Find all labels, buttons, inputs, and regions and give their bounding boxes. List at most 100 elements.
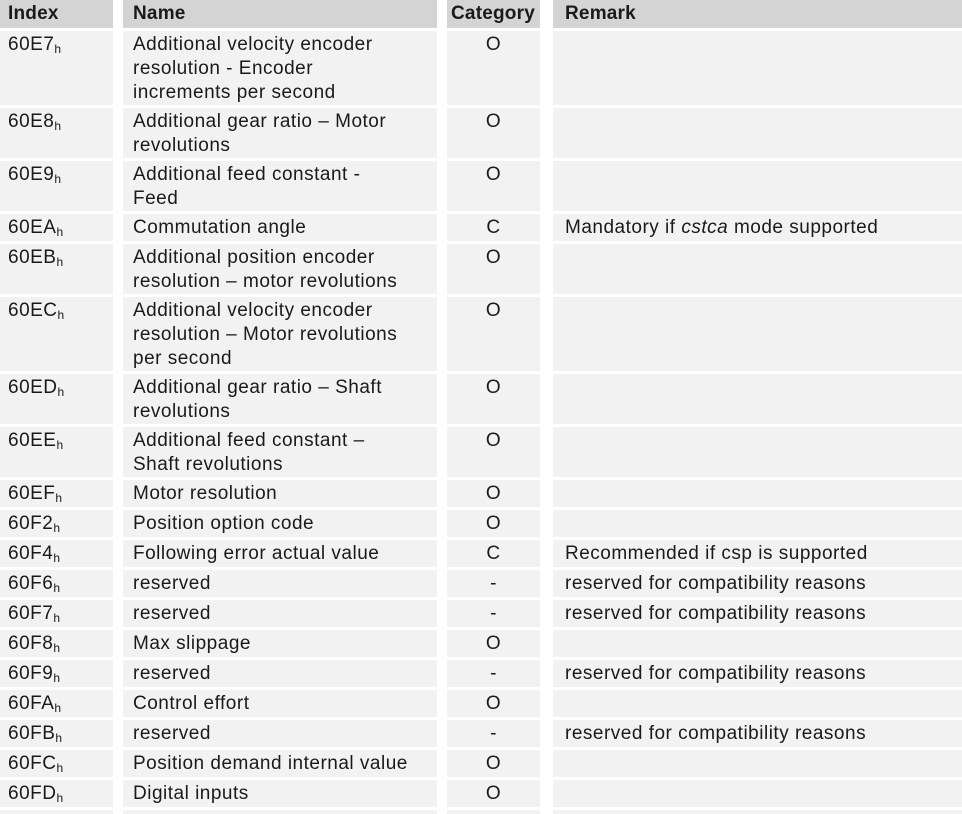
hex-subscript: h (53, 671, 60, 685)
table-header-row: Index Name Category Remark (0, 0, 962, 28)
hex-subscript: h (55, 491, 63, 505)
hex-subscript: h (53, 611, 60, 625)
table-row: 60E8h Additional gear ratio – Motor revo… (0, 108, 962, 158)
name-cell: Motor resolution (123, 480, 437, 507)
index-value: 60F6 (8, 573, 54, 594)
index-value: 60FB (8, 723, 56, 744)
index-cell: 60F7h (0, 600, 113, 627)
category-cell: - (447, 600, 540, 627)
index-cell: 60E9h (0, 161, 113, 211)
index-value: 60FC (8, 753, 57, 774)
name-cell: Following error actual value (123, 540, 437, 567)
index-value: 60ED (8, 377, 58, 398)
category-cell: - (447, 570, 540, 597)
category-cell: O (447, 31, 540, 105)
remark-cell (553, 510, 962, 537)
index-value: 60FA (8, 693, 55, 714)
index-cell: 60EFh (0, 480, 113, 507)
column-header-index: Index (0, 0, 113, 28)
table-row: 60ECh Additional velocity encoder resolu… (0, 297, 962, 371)
index-cell: 60F2h (0, 510, 113, 537)
category-cell: O (447, 480, 540, 507)
remark-cell: reserved for compatibility reasons (553, 660, 962, 687)
category-cell: O (447, 374, 540, 424)
hex-subscript: h (54, 172, 62, 186)
remark-cell (553, 31, 962, 105)
table-row: 60FCh Position demand internal value O (0, 750, 962, 777)
table-row: 60FBh reserved - reserved for compatibil… (0, 720, 962, 747)
index-value: 60F8 (8, 633, 54, 654)
name-cell: Additional feed constant - Feed (123, 161, 437, 211)
hex-subscript: h (57, 385, 65, 399)
remark-cell (553, 480, 962, 507)
index-cell: 60EDh (0, 374, 113, 424)
index-cell: 60ECh (0, 297, 113, 371)
index-value: 60EF (8, 483, 56, 504)
table-row: 60EFh Motor resolution O (0, 480, 962, 507)
remark-cell (553, 690, 962, 717)
remark-cell (553, 297, 962, 371)
remark-cell: Mandatory if cstca mode supported (553, 214, 962, 241)
hex-subscript: h (53, 521, 60, 535)
index-cell: 60EBh (0, 244, 113, 294)
index-value: 60E9 (8, 164, 55, 185)
name-cell: reserved (123, 660, 437, 687)
column-header-name: Name (123, 0, 437, 28)
name-cell: Additional velocity encoder resolution –… (123, 297, 437, 371)
hex-subscript: h (53, 551, 60, 565)
index-cell: 60FCh (0, 750, 113, 777)
category-cell: - (447, 660, 540, 687)
table-row-partial (0, 810, 962, 814)
remark-cell: Recommended if csp is supported (553, 540, 962, 567)
category-cell: O (447, 510, 540, 537)
category-cell: C (447, 540, 540, 567)
table-row: 60FDh Digital inputs O (0, 780, 962, 807)
table-row: 60F8h Max slippage O (0, 630, 962, 657)
hex-subscript: h (56, 791, 64, 805)
remark-text: Mandatory if (565, 217, 682, 238)
category-cell: - (447, 720, 540, 747)
index-cell: 60F9h (0, 660, 113, 687)
table-row: 60F4h Following error actual value C Rec… (0, 540, 962, 567)
index-cell (0, 810, 113, 814)
category-cell: O (447, 427, 540, 477)
hex-subscript: h (56, 225, 64, 239)
hex-subscript: h (53, 581, 60, 595)
name-cell: Max slippage (123, 630, 437, 657)
index-cell: 60EAh (0, 214, 113, 241)
hex-subscript: h (53, 641, 60, 655)
remark-cell (553, 161, 962, 211)
name-cell (123, 810, 437, 814)
table-row: 60EEh Additional feed constant – Shaft r… (0, 427, 962, 477)
index-cell: 60FBh (0, 720, 113, 747)
category-cell: O (447, 161, 540, 211)
hex-subscript: h (57, 308, 65, 322)
table-row: 60F6h reserved - reserved for compatibil… (0, 570, 962, 597)
name-cell: reserved (123, 720, 437, 747)
category-cell: C (447, 214, 540, 241)
name-cell: Additional gear ratio – Motor revolution… (123, 108, 437, 158)
remark-cell (553, 244, 962, 294)
table-row: 60F7h reserved - reserved for compatibil… (0, 600, 962, 627)
category-cell: O (447, 750, 540, 777)
hex-subscript: h (56, 255, 64, 269)
name-cell: Control effort (123, 690, 437, 717)
table-row: 60F9h reserved - reserved for compatibil… (0, 660, 962, 687)
hex-subscript: h (56, 438, 64, 452)
name-cell: reserved (123, 600, 437, 627)
column-header-remark: Remark (553, 0, 962, 28)
index-cell: 60E7h (0, 31, 113, 105)
index-value: 60EC (8, 300, 58, 321)
index-cell: 60F8h (0, 630, 113, 657)
name-cell: Additional velocity encoder resolution -… (123, 31, 437, 105)
name-cell: Digital inputs (123, 780, 437, 807)
category-cell: O (447, 690, 540, 717)
name-cell: Commutation angle (123, 214, 437, 241)
hex-subscript: h (56, 761, 64, 775)
category-cell: O (447, 780, 540, 807)
index-cell: 60E8h (0, 108, 113, 158)
remark-cell (553, 630, 962, 657)
index-cell: 60F6h (0, 570, 113, 597)
hex-subscript: h (54, 42, 62, 56)
